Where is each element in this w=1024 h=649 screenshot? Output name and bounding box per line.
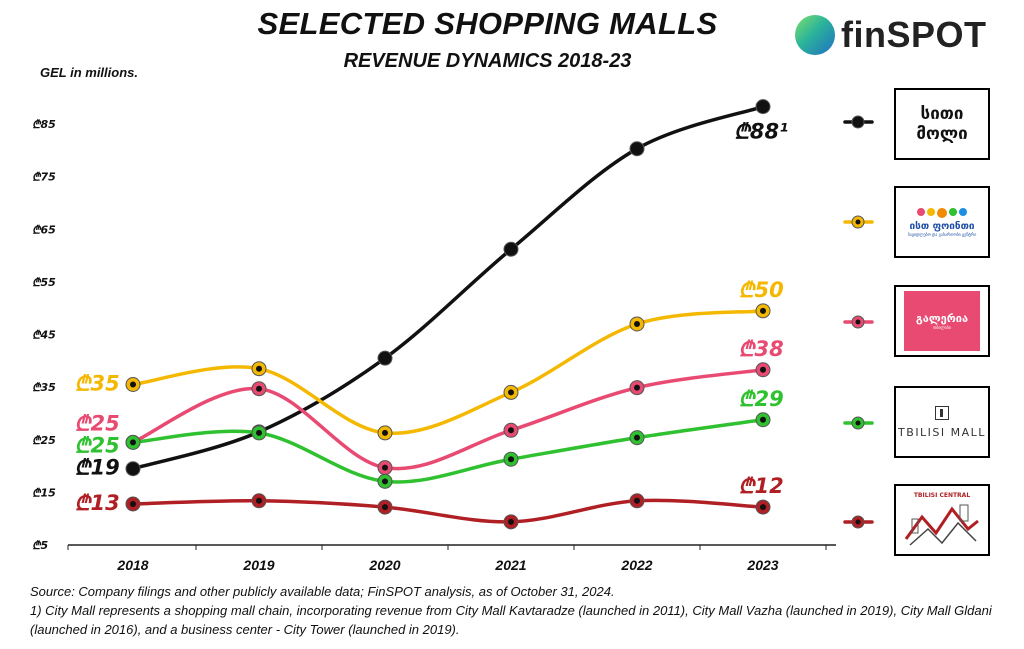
galleria-legend-marker-center — [855, 319, 861, 325]
tbilisi_central-start-label: ₾13 — [74, 491, 119, 515]
y-tick-label: ₾75 — [32, 171, 56, 184]
city_mall-point-center — [508, 246, 514, 253]
east_point-point-center — [256, 365, 262, 372]
tbilisi_mall-point-center — [130, 439, 136, 446]
tbilisi_mall-point-center — [508, 456, 514, 463]
unit-label: GEL in millions. — [40, 65, 138, 80]
city_mall-legend-marker-center — [855, 119, 861, 125]
x-tick-label: 2023 — [746, 557, 778, 573]
galleria-point-center — [508, 427, 514, 434]
tbilisi-mall-logo: TBILISI MALL — [894, 386, 990, 458]
tbilisi_central-point-center — [256, 497, 262, 504]
chart-subtitle: REVENUE DYNAMICS 2018-23 — [343, 50, 632, 72]
y-tick-label: ₾45 — [32, 329, 56, 342]
tbilisi_mall-end-label: ₾29 — [738, 387, 783, 411]
tbilisi_mall-point-center — [634, 434, 640, 441]
east_point-line — [131, 309, 765, 436]
y-tick-label: ₾5 — [32, 539, 48, 552]
tbilisi-mall-icon — [935, 405, 949, 420]
galleria-point-center — [634, 384, 640, 391]
finspot-logo-icon — [795, 15, 835, 55]
tbilisi_central-point-center — [760, 504, 766, 511]
galleria-logo-text: გალერია — [915, 312, 969, 325]
east_point-end-label: ₾50 — [738, 278, 783, 302]
tbilisi_mall-point-center — [256, 429, 262, 436]
city_mall-start-label: ₾19 — [74, 456, 119, 480]
east_point-point-center — [382, 429, 388, 436]
galleria-line — [131, 368, 765, 471]
galleria-end-label: ₾38 — [738, 337, 783, 361]
y-tick-label: ₾55 — [32, 276, 56, 289]
east_point-legend-marker-center — [855, 219, 861, 225]
galleria-logo-subtext: თბილისი — [933, 325, 951, 330]
tbilisi_mall-line — [131, 418, 765, 484]
x-tick-label: 2022 — [620, 557, 652, 573]
tbilisi_mall-point-center — [760, 416, 766, 423]
x-tick-label: 2019 — [242, 557, 274, 573]
y-tick-label: ₾25 — [32, 434, 56, 447]
tbilisi_mall-point-center — [382, 478, 388, 485]
galleria-logo: გალერია თბილისი — [894, 285, 990, 357]
east-point-flower-icon — [917, 207, 967, 218]
tbilisi_central-point-center — [382, 504, 388, 511]
east_point-point-center — [634, 320, 640, 327]
y-tick-label: ₾35 — [32, 381, 56, 394]
y-tick-label: ₾85 — [32, 118, 56, 131]
tbilisi_central-legend-marker-center — [855, 519, 861, 525]
y-tick-label: ₾15 — [32, 486, 56, 499]
city_mall-point-center — [382, 355, 388, 362]
source-note: Source: Company filings and other public… — [30, 584, 615, 599]
city-mall-logo: სითი მოლი — [894, 88, 990, 160]
east-point-logo-text: ისთ ფოინთი — [909, 220, 975, 232]
tbilisi-central-logo-text: TBILISI CENTRAL — [913, 492, 971, 499]
east_point-point-center — [760, 307, 766, 314]
tbilisi-central-logo: TBILISI CENTRAL — [894, 484, 990, 556]
east_point-start-label: ₾35 — [74, 371, 119, 395]
east_point-point-center — [130, 381, 136, 388]
footnotes: Source: Company filings and other public… — [30, 582, 1010, 639]
tbilisi_central-point-center — [508, 518, 514, 525]
city-mall-footnote: 1) City Mall represents a shopping mall … — [30, 603, 992, 637]
y-tick-label: ₾65 — [32, 223, 56, 236]
finspot-logo-text: finSPOT — [841, 14, 987, 55]
city_mall-line — [131, 104, 765, 471]
tbilisi_central-point-center — [130, 500, 136, 507]
city_mall-end-label: ₾88¹ — [734, 120, 789, 144]
east-point-logo: ისთ ფოინთი საყიდლებო და გასართობი ცენტრი — [894, 186, 990, 258]
tbilisi_central-point-center — [634, 497, 640, 504]
city-mall-logo-text: სითი მოლი — [916, 104, 968, 144]
city_mall-point-center — [760, 103, 766, 110]
galleria-point-center — [256, 385, 262, 392]
galleria-start-label: ₾25 — [74, 411, 119, 435]
city_mall-point-center — [130, 465, 136, 472]
tbilisi-central-illustration — [904, 504, 979, 546]
galleria-point-center — [760, 366, 766, 373]
x-tick-label: 2018 — [116, 557, 148, 573]
tbilisi_mall-legend-marker-center — [855, 420, 861, 426]
finspot-logo: finSPOT — [795, 12, 987, 58]
x-tick-label: 2021 — [494, 557, 526, 573]
tbilisi_mall-start-label: ₾25 — [74, 433, 119, 457]
tbilisi-mall-logo-text: TBILISI MALL — [898, 425, 986, 439]
tbilisi_central-end-label: ₾12 — [738, 474, 783, 498]
galleria-point-center — [382, 464, 388, 471]
city_mall-point-center — [634, 145, 640, 152]
chart-title: SELECTED SHOPPING MALLS — [257, 6, 718, 41]
tbilisi_central-line — [131, 498, 765, 524]
x-tick-label: 2020 — [368, 557, 400, 573]
east_point-point-center — [508, 389, 514, 396]
east-point-logo-subtext: საყიდლებო და გასართობი ცენტრი — [907, 231, 977, 237]
